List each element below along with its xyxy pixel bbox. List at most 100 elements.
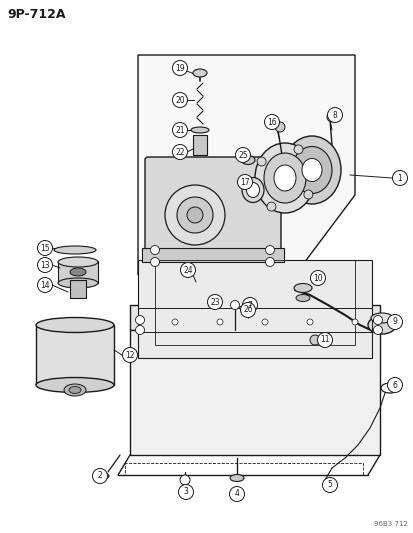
Ellipse shape: [58, 257, 98, 267]
Circle shape: [207, 295, 222, 310]
Circle shape: [150, 246, 159, 254]
Circle shape: [256, 157, 266, 166]
Circle shape: [172, 93, 187, 108]
Polygon shape: [138, 55, 354, 275]
Ellipse shape: [301, 158, 321, 182]
Ellipse shape: [192, 69, 206, 77]
Circle shape: [373, 326, 382, 335]
Circle shape: [177, 197, 212, 233]
Ellipse shape: [273, 165, 295, 191]
Text: 5: 5: [327, 481, 332, 489]
Circle shape: [303, 190, 312, 199]
Text: 9: 9: [392, 318, 396, 327]
Circle shape: [306, 319, 312, 325]
Circle shape: [180, 262, 195, 278]
Text: 20: 20: [175, 95, 184, 104]
Circle shape: [240, 303, 255, 318]
Bar: [138, 308, 371, 332]
Ellipse shape: [240, 156, 254, 165]
Text: 26: 26: [242, 305, 252, 314]
Text: 3: 3: [183, 488, 188, 497]
Ellipse shape: [291, 147, 331, 193]
Circle shape: [309, 335, 319, 345]
Circle shape: [274, 122, 284, 132]
Circle shape: [373, 316, 382, 325]
Text: 9P-712A: 9P-712A: [7, 8, 65, 21]
Circle shape: [135, 326, 144, 335]
Ellipse shape: [58, 278, 98, 288]
Bar: [192, 135, 206, 155]
Circle shape: [229, 487, 244, 502]
Circle shape: [317, 333, 332, 348]
Ellipse shape: [246, 182, 259, 198]
Bar: [36, 325, 114, 385]
Circle shape: [38, 257, 52, 272]
Ellipse shape: [190, 127, 209, 133]
Text: 22: 22: [175, 148, 184, 157]
Circle shape: [38, 240, 52, 255]
Circle shape: [326, 112, 336, 122]
Ellipse shape: [254, 143, 314, 213]
Text: 1: 1: [396, 174, 401, 182]
Text: 25: 25: [237, 150, 247, 159]
Ellipse shape: [69, 386, 81, 393]
Ellipse shape: [97, 473, 109, 479]
Text: 16: 16: [266, 117, 276, 126]
Circle shape: [327, 108, 342, 123]
Ellipse shape: [36, 377, 114, 392]
Circle shape: [171, 319, 178, 325]
Circle shape: [172, 61, 187, 76]
Bar: [58, 261, 98, 283]
Circle shape: [351, 319, 357, 325]
Circle shape: [242, 297, 257, 312]
Circle shape: [293, 145, 302, 154]
Ellipse shape: [242, 177, 263, 203]
Circle shape: [322, 478, 337, 492]
Bar: [70, 280, 86, 298]
Text: 10: 10: [312, 273, 322, 282]
Circle shape: [150, 257, 159, 266]
Circle shape: [172, 123, 187, 138]
Ellipse shape: [36, 318, 114, 333]
Text: 13: 13: [40, 261, 50, 270]
Text: 96B3 712: 96B3 712: [373, 521, 407, 527]
Text: 14: 14: [40, 280, 50, 289]
Circle shape: [392, 171, 406, 185]
Circle shape: [264, 115, 279, 130]
Ellipse shape: [263, 153, 305, 203]
Circle shape: [387, 314, 401, 329]
FancyBboxPatch shape: [145, 157, 280, 253]
Ellipse shape: [230, 474, 243, 481]
Circle shape: [261, 319, 267, 325]
Circle shape: [310, 271, 325, 286]
Circle shape: [172, 144, 187, 159]
Text: 15: 15: [40, 244, 50, 253]
Ellipse shape: [282, 136, 340, 204]
Polygon shape: [130, 305, 379, 330]
Circle shape: [216, 319, 223, 325]
Circle shape: [265, 257, 274, 266]
Text: 21: 21: [175, 125, 184, 134]
Text: 8: 8: [332, 110, 337, 119]
Ellipse shape: [293, 284, 311, 293]
Ellipse shape: [70, 268, 86, 276]
Text: 17: 17: [240, 177, 249, 187]
Text: 19: 19: [175, 63, 184, 72]
Circle shape: [230, 301, 239, 310]
Circle shape: [180, 475, 190, 485]
Bar: [138, 260, 371, 358]
Circle shape: [122, 348, 137, 362]
Ellipse shape: [295, 295, 309, 302]
Text: 7: 7: [247, 301, 252, 310]
Text: 6: 6: [392, 381, 396, 390]
Text: 11: 11: [320, 335, 329, 344]
Text: 4: 4: [234, 489, 239, 498]
Circle shape: [387, 377, 401, 392]
Polygon shape: [130, 330, 379, 455]
Bar: [142, 248, 283, 262]
Bar: [125, 463, 362, 475]
Text: 24: 24: [183, 265, 192, 274]
Circle shape: [187, 207, 202, 223]
Circle shape: [237, 174, 252, 190]
Circle shape: [165, 185, 224, 245]
